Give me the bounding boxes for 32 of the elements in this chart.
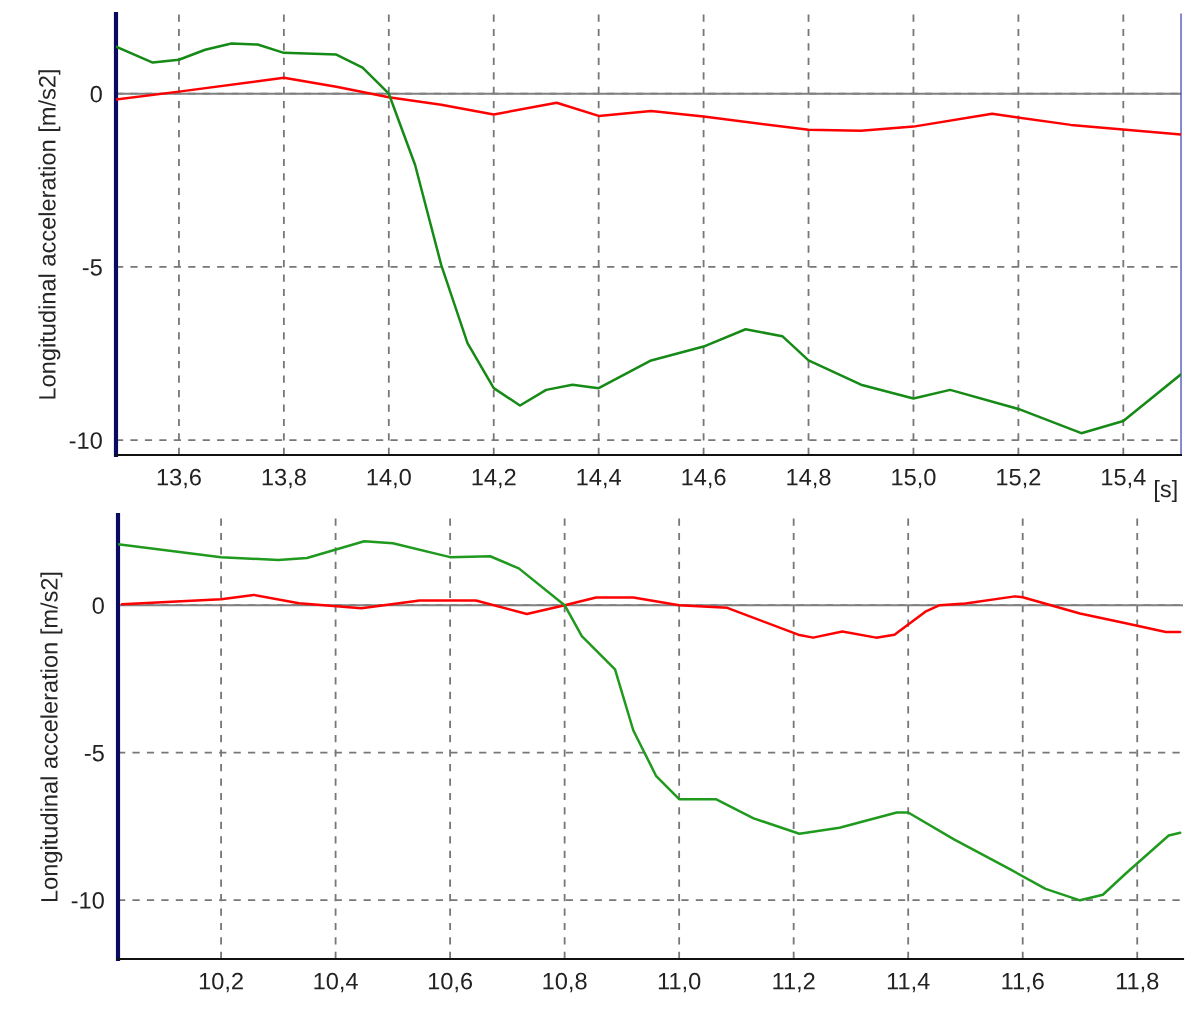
y-axis-title: Longitudinal acceleration [m/s2] — [38, 70, 61, 399]
line-series — [115, 42, 1182, 435]
x-tick-label: 14,4 — [577, 469, 621, 489]
x-tick-label: 11,2 — [773, 972, 815, 993]
x-tick-label: 13,6 — [157, 468, 201, 489]
x-tick-label: 15,2 — [997, 468, 1041, 489]
x-tick-label: 10,4 — [314, 972, 358, 993]
x-tick-label: 10,2 — [199, 972, 243, 993]
y-tick-label: -10 — [71, 892, 104, 909]
x-tick-label: 10,6 — [428, 972, 473, 993]
x-tick-label: 11,4 — [887, 973, 930, 993]
x-tick-label: 14,8 — [787, 468, 831, 489]
y-tick-label: 0 — [90, 85, 102, 103]
x-tick-label: 14,0 — [367, 468, 411, 489]
y-axis-title: Longitudinal acceleration [m/s2] — [40, 572, 63, 902]
x-tick-label: 11,6 — [1002, 972, 1044, 993]
x-tick-label: 15,4 — [1102, 469, 1146, 489]
y-tick-label: -10 — [69, 432, 102, 449]
x-tick-label: 15,0 — [892, 468, 936, 489]
x-tick-label: 11,0 — [658, 972, 701, 993]
x-tick-label: 14,6 — [682, 468, 726, 489]
x-axis-title: [s] — [1155, 480, 1177, 503]
line-series — [120, 593, 1182, 639]
x-tick-label: 11,8 — [1116, 972, 1159, 993]
x-tick-label: 10,8 — [543, 972, 587, 993]
line-series — [118, 539, 1182, 902]
x-tick-label: 14,2 — [472, 468, 516, 489]
line-series — [115, 76, 1182, 136]
y-tick-label: 0 — [92, 597, 104, 614]
y-tick-label: -5 — [82, 259, 102, 276]
x-tick-label: 13,8 — [262, 468, 306, 489]
y-tick-label: -5 — [84, 744, 104, 762]
